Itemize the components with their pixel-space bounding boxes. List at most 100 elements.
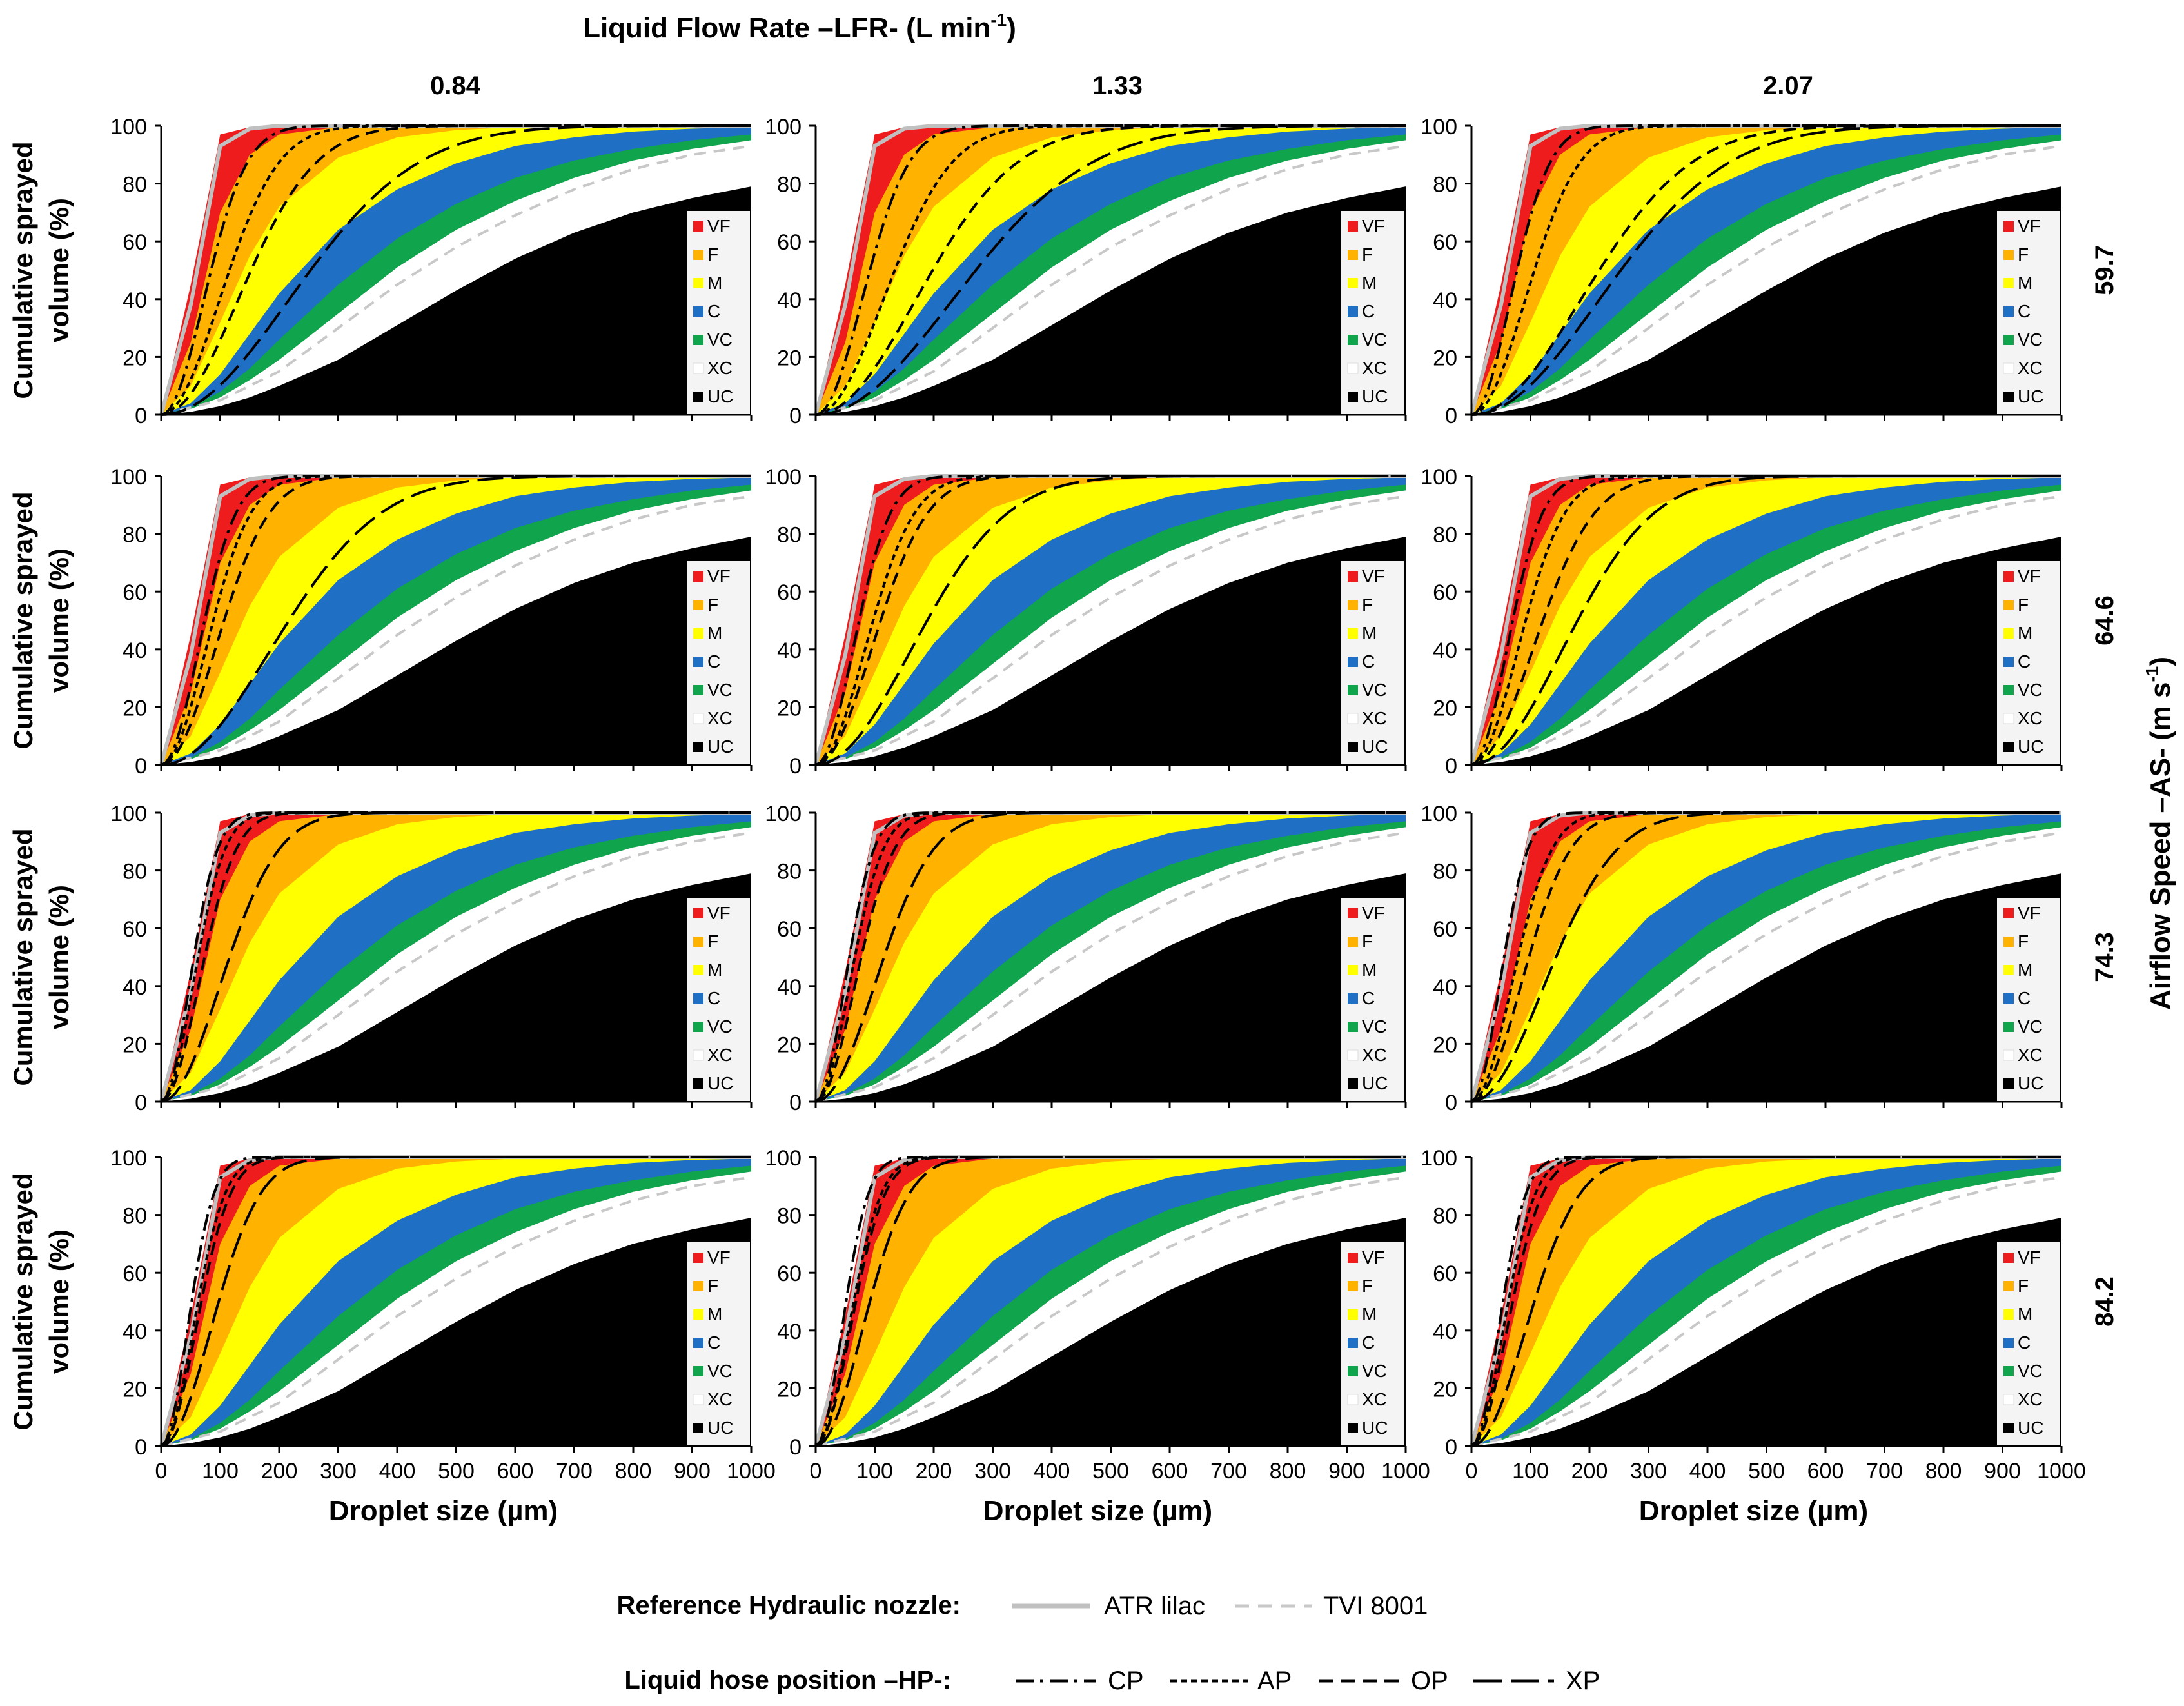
legend-swatch-uc bbox=[693, 1078, 703, 1089]
legend-label-atr-lilac: ATR lilac bbox=[1104, 1592, 1205, 1620]
legend-label-f: F bbox=[707, 1276, 718, 1296]
y-tick-label: 20 bbox=[1433, 696, 1457, 720]
legend-label-xc: XC bbox=[707, 1045, 733, 1065]
y-tick-label: 40 bbox=[777, 288, 802, 313]
x-tick-label: 0 bbox=[1466, 1459, 1478, 1483]
legend-label-uc: UC bbox=[2018, 1073, 2043, 1093]
x-tick-label: 600 bbox=[1807, 1459, 1844, 1483]
legend-swatch-xc bbox=[2003, 1394, 2014, 1405]
y-axis-label-line2: volume (%) bbox=[44, 885, 74, 1029]
y-tick-label: 40 bbox=[123, 1320, 147, 1344]
x-tick-label: 900 bbox=[1984, 1459, 2021, 1483]
legend-label-xc: XC bbox=[707, 1389, 733, 1409]
legend-label-vc: VC bbox=[2018, 330, 2043, 350]
x-axis-label: Droplet size (µm) bbox=[1639, 1495, 1868, 1527]
x-tick-label: 0 bbox=[155, 1459, 168, 1483]
legend-swatch-uc bbox=[1348, 742, 1358, 752]
ref-curve-tvi-8001 bbox=[1471, 1176, 2062, 1447]
legend-label-uc: UC bbox=[1362, 737, 1388, 757]
legend-label-f: F bbox=[2018, 1276, 2029, 1296]
y-tick-label: 60 bbox=[123, 230, 147, 255]
legend-label-vf: VF bbox=[707, 566, 731, 586]
nozzle-curve-xp bbox=[1471, 1156, 2061, 1447]
legend-label-uc: UC bbox=[2018, 1418, 2043, 1438]
legend-label-vc: VC bbox=[2018, 1361, 2043, 1381]
y-tick-label: 100 bbox=[110, 465, 147, 490]
nozzle-curve-op bbox=[161, 811, 751, 1103]
legend-swatch-xc bbox=[2003, 362, 2014, 374]
legend-swatch-xc bbox=[2003, 713, 2014, 724]
x-tick-label: 300 bbox=[1630, 1459, 1667, 1483]
legend-swatch-c bbox=[2003, 306, 2014, 317]
y-tick-label: 100 bbox=[1421, 802, 1457, 826]
y-tick-label: 100 bbox=[1421, 1146, 1457, 1171]
nozzle-curve-cp bbox=[815, 124, 1406, 416]
nozzle-curve-xp bbox=[1471, 811, 2061, 1103]
legend-swatch-c bbox=[2003, 1338, 2014, 1348]
x-tick-label: 100 bbox=[202, 1459, 239, 1483]
x-tick-label: 300 bbox=[974, 1459, 1011, 1483]
legend-swatch-m bbox=[693, 965, 703, 975]
legend-swatch-uc bbox=[1348, 1423, 1358, 1433]
y-tick-label: 20 bbox=[1433, 1377, 1457, 1402]
legend-label-xc: XC bbox=[1362, 708, 1387, 728]
legend-label-c: C bbox=[707, 301, 720, 321]
y-tick-label: 0 bbox=[789, 404, 802, 428]
legend-label-m: M bbox=[1362, 960, 1377, 980]
x-tick-label: 100 bbox=[856, 1459, 893, 1483]
legend-label-xc: XC bbox=[2018, 1389, 2043, 1409]
panel-as-59.7-lfr-1.33: 0 20 40 60 80 100 VF FMC VC XC UC bbox=[765, 115, 1407, 428]
legend-swatch-vf bbox=[693, 1253, 703, 1263]
ref-curve-tvi-8001 bbox=[1471, 495, 2062, 766]
legend-swatch-xc bbox=[693, 713, 704, 724]
legend-label-c: C bbox=[1362, 1333, 1375, 1353]
y-tick-label: 80 bbox=[123, 1204, 147, 1229]
y-tick-label: 80 bbox=[777, 523, 802, 548]
legend-label-uc: UC bbox=[1362, 1073, 1388, 1093]
legend-swatch-m bbox=[1348, 965, 1358, 975]
y-tick-label: 20 bbox=[777, 346, 802, 370]
legend-label-uc: UC bbox=[1362, 386, 1388, 406]
x-tick-label: 400 bbox=[1689, 1459, 1726, 1483]
legend-label-uc: UC bbox=[2018, 386, 2043, 406]
legend-swatch-uc bbox=[693, 392, 703, 402]
x-axis-label: Droplet size (µm) bbox=[329, 1495, 558, 1527]
legend-swatch-f bbox=[2003, 250, 2014, 260]
y-tick-label: 0 bbox=[789, 754, 802, 779]
legend-label-vf: VF bbox=[2018, 1247, 2041, 1267]
panel-as-59.7-lfr-0.84: 0 20 40 60 80 100 VF FMC VC XC UC Cumulative spraye… bbox=[8, 115, 753, 428]
legend-swatch-vc bbox=[2003, 335, 2014, 345]
legend-swatch-vf bbox=[693, 221, 703, 232]
legend-swatch-vc bbox=[1348, 1366, 1358, 1376]
legend-label-xc: XC bbox=[1362, 1389, 1387, 1409]
y-tick-label: 80 bbox=[1433, 1204, 1457, 1229]
y-tick-label: 0 bbox=[1445, 1435, 1457, 1460]
nozzle-curve-ap bbox=[161, 475, 751, 766]
nozzle-curve-xp bbox=[815, 124, 1406, 416]
y-tick-label: 40 bbox=[777, 639, 802, 663]
y-tick-label: 40 bbox=[1433, 288, 1457, 313]
legend-label-f: F bbox=[707, 931, 718, 951]
as-label: 84.2 bbox=[2091, 1276, 2119, 1327]
area-uc bbox=[816, 873, 1406, 1102]
legend-swatch-vc bbox=[2003, 1366, 2014, 1376]
x-tick-label: 200 bbox=[261, 1459, 298, 1483]
nozzle-curve-xp bbox=[815, 475, 1406, 766]
x-tick-label: 1000 bbox=[1381, 1459, 1430, 1483]
legend-swatch-vf bbox=[2003, 221, 2014, 232]
nozzle-curve-xp bbox=[161, 1156, 751, 1447]
legend-label-xp: XP bbox=[1566, 1667, 1600, 1695]
lfr-label-0: 0.84 bbox=[430, 72, 481, 100]
legend-label-m: M bbox=[2018, 1304, 2032, 1324]
y-tick-label: 80 bbox=[1433, 523, 1457, 548]
x-tick-label: 700 bbox=[556, 1459, 593, 1483]
top-title-tail: ) bbox=[1007, 12, 1016, 44]
x-tick-label: 400 bbox=[379, 1459, 416, 1483]
legend-label-f: F bbox=[2018, 244, 2029, 264]
legend-label-f: F bbox=[707, 595, 718, 615]
area-uc bbox=[816, 537, 1406, 765]
x-tick-label: 700 bbox=[1210, 1459, 1247, 1483]
legend-label-xc: XC bbox=[2018, 1045, 2043, 1065]
reference-legend-title: Reference Hydraulic nozzle: bbox=[617, 1591, 961, 1620]
